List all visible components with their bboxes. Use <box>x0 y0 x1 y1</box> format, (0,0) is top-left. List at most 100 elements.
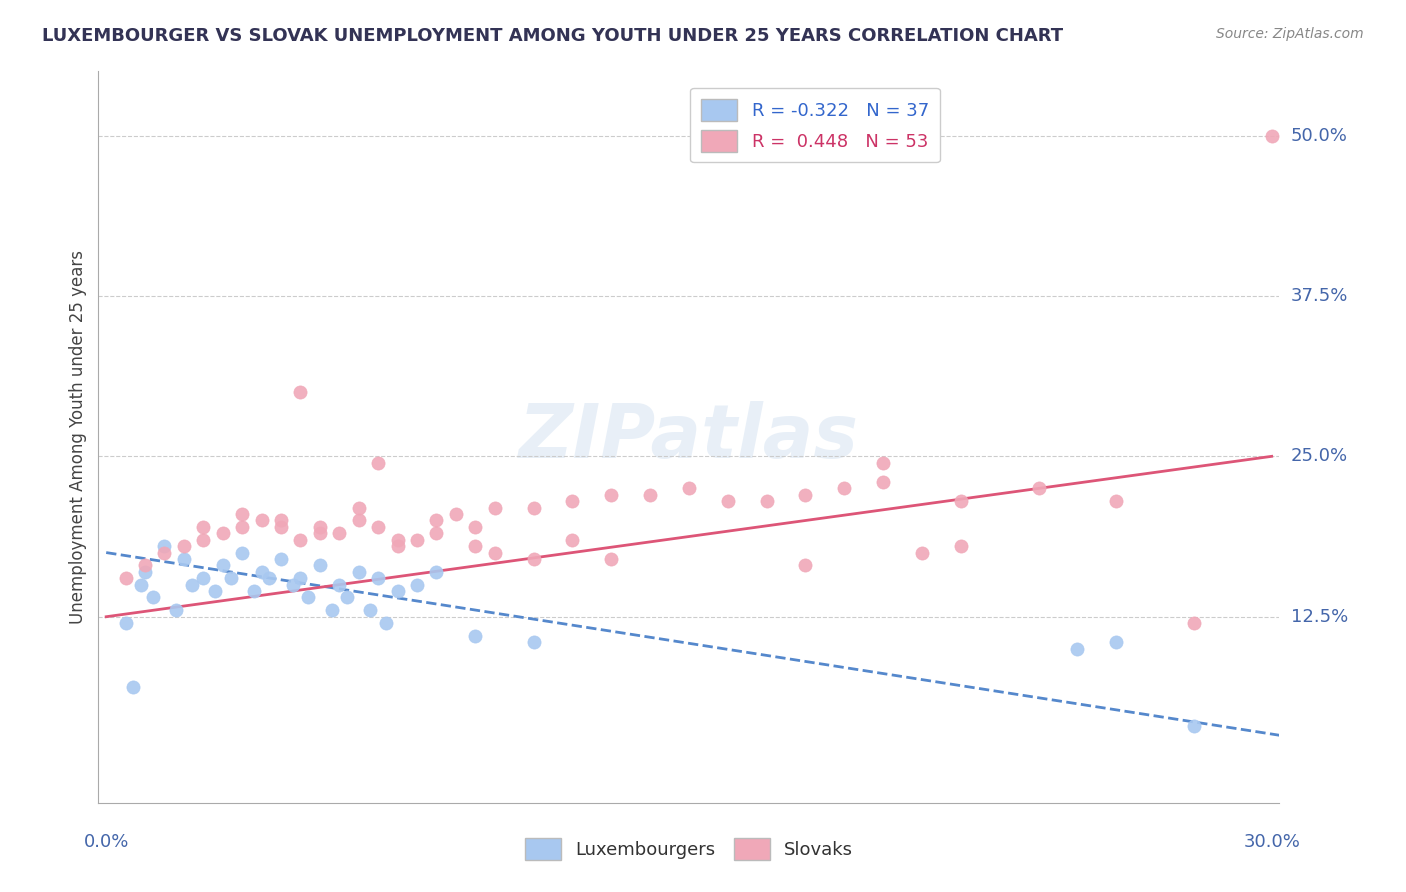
Point <box>1182 719 1205 733</box>
Point <box>561 494 583 508</box>
Point <box>1105 635 1128 649</box>
Point <box>270 514 292 528</box>
Point <box>309 526 332 541</box>
Point <box>336 591 359 605</box>
Point <box>219 571 242 585</box>
Point <box>561 533 583 547</box>
Point <box>387 584 409 599</box>
Point <box>211 526 233 541</box>
Point <box>153 545 176 559</box>
Text: 30.0%: 30.0% <box>1243 833 1301 851</box>
Point <box>309 520 332 534</box>
Point <box>231 507 253 521</box>
Point <box>259 571 281 585</box>
Point <box>290 385 312 400</box>
Point <box>387 539 409 553</box>
Text: LUXEMBOURGER VS SLOVAK UNEMPLOYMENT AMONG YOUTH UNDER 25 YEARS CORRELATION CHART: LUXEMBOURGER VS SLOVAK UNEMPLOYMENT AMON… <box>42 27 1063 45</box>
Point <box>600 552 623 566</box>
Point <box>367 571 389 585</box>
Point <box>270 552 292 566</box>
Point <box>165 603 187 617</box>
Point <box>522 500 544 515</box>
Point <box>122 681 145 695</box>
Text: ZIPatlas: ZIPatlas <box>519 401 859 474</box>
Point <box>949 539 972 553</box>
Point <box>347 565 370 579</box>
Point <box>297 591 319 605</box>
Point <box>484 500 506 515</box>
Point <box>678 482 700 496</box>
Point <box>250 565 273 579</box>
Point <box>425 565 447 579</box>
Point <box>347 514 370 528</box>
Point <box>949 494 972 508</box>
Point <box>464 520 486 534</box>
Point <box>1182 616 1205 631</box>
Point <box>129 577 152 591</box>
Point <box>243 584 266 599</box>
Point <box>522 635 544 649</box>
Point <box>173 539 195 553</box>
Point <box>794 488 817 502</box>
Point <box>755 494 778 508</box>
Point <box>231 545 253 559</box>
Text: 12.5%: 12.5% <box>1291 607 1348 625</box>
Text: Source: ZipAtlas.com: Source: ZipAtlas.com <box>1216 27 1364 41</box>
Point <box>250 514 273 528</box>
Point <box>193 571 215 585</box>
Point <box>290 533 312 547</box>
Point <box>464 539 486 553</box>
Point <box>484 545 506 559</box>
Point <box>367 520 389 534</box>
Point <box>717 494 740 508</box>
Point <box>211 558 233 573</box>
Point <box>359 603 381 617</box>
Point <box>600 488 623 502</box>
Point <box>406 577 429 591</box>
Point <box>464 629 486 643</box>
Point <box>193 533 215 547</box>
Point <box>193 520 215 534</box>
Point <box>347 500 370 515</box>
Text: 37.5%: 37.5% <box>1291 287 1348 305</box>
Text: 50.0%: 50.0% <box>1291 127 1347 145</box>
Point <box>231 520 253 534</box>
Point <box>1028 482 1050 496</box>
Point <box>911 545 934 559</box>
Point <box>522 552 544 566</box>
Point <box>270 520 292 534</box>
Point <box>374 616 396 631</box>
Point <box>444 507 467 521</box>
Point <box>638 488 661 502</box>
Point <box>425 526 447 541</box>
Point <box>114 616 136 631</box>
Point <box>173 552 195 566</box>
Text: 25.0%: 25.0% <box>1291 447 1348 466</box>
Point <box>1105 494 1128 508</box>
Point <box>834 482 856 496</box>
Legend: Luxembourgers, Slovaks: Luxembourgers, Slovaks <box>517 830 860 867</box>
Point <box>309 558 332 573</box>
Point <box>1260 128 1282 143</box>
Point <box>180 577 202 591</box>
Point <box>281 577 304 591</box>
Point <box>406 533 429 547</box>
Point <box>134 558 156 573</box>
Point <box>328 526 350 541</box>
Point <box>794 558 817 573</box>
Point <box>328 577 350 591</box>
Y-axis label: Unemployment Among Youth under 25 years: Unemployment Among Youth under 25 years <box>69 250 87 624</box>
Point <box>204 584 226 599</box>
Point <box>142 591 165 605</box>
Point <box>1066 641 1088 656</box>
Point <box>290 571 312 585</box>
Point <box>425 514 447 528</box>
Point <box>114 571 136 585</box>
Point <box>134 565 156 579</box>
Point <box>872 475 894 489</box>
Point <box>367 456 389 470</box>
Point <box>321 603 343 617</box>
Point <box>153 539 176 553</box>
Point <box>872 456 894 470</box>
Point <box>387 533 409 547</box>
